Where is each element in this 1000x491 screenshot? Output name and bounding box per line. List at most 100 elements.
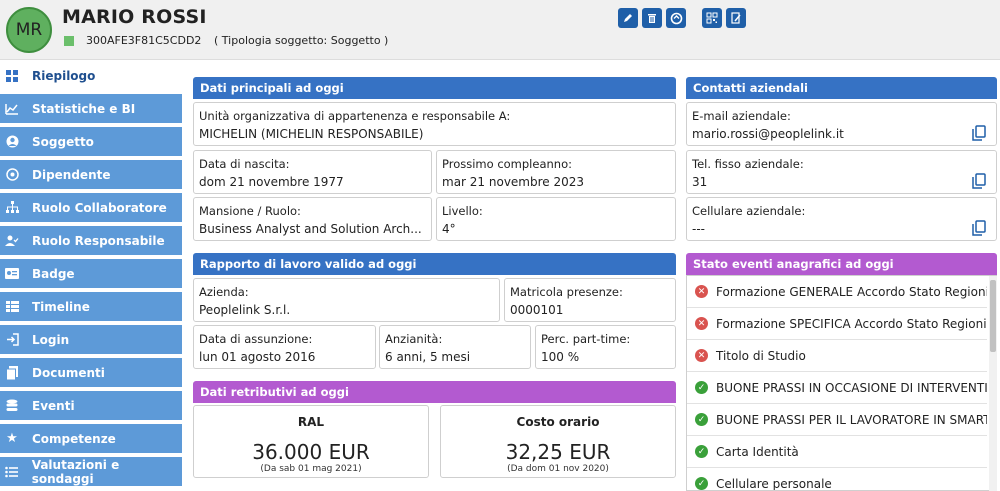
sidebar-item-dipendente[interactable]: Dipendente	[0, 160, 182, 191]
field-value: mar 21 novembre 2023	[442, 175, 585, 189]
sidebar-item-timeline[interactable]: Timeline	[0, 292, 182, 323]
sidebar-item-label: Login	[32, 332, 70, 347]
mansione-field: Mansione / Ruolo: Business Analyst and S…	[193, 197, 432, 241]
event-label: Titolo di Studio	[716, 348, 806, 363]
delete-button[interactable]	[642, 8, 662, 28]
status-indicator	[64, 36, 74, 46]
list-item[interactable]: ✓ Cellulare personale	[687, 468, 987, 491]
sidebar-item-competenze[interactable]: ★ Competenze	[0, 424, 182, 455]
livello-field: Livello: 4°	[436, 197, 676, 241]
field-value: lun 01 agosto 2016	[199, 350, 316, 364]
sidebar-item-label: Valutazioni e sondaggi	[31, 457, 120, 486]
copy-icon[interactable]	[972, 173, 986, 190]
sidebar-item-badge[interactable]: Badge	[0, 259, 182, 290]
sidebar-item-valutazioni[interactable]: Valutazioni e sondaggi	[0, 457, 182, 488]
event-label: Carta Identità	[716, 444, 799, 459]
list-item[interactable]: ✓ Carta Identità	[687, 436, 987, 468]
copy-icon[interactable]	[972, 125, 986, 142]
field-value: 31	[692, 175, 708, 189]
event-label: BUONE PRASSI PER IL LAVORATORE IN SMART	[716, 412, 987, 427]
field-label: Matricola presenze:	[510, 285, 623, 299]
user-check-icon	[5, 234, 19, 248]
sidebar-item-label: Timeline	[32, 299, 90, 314]
employee-icon	[5, 168, 19, 182]
login-icon	[5, 333, 19, 347]
ral-label: RAL	[297, 415, 325, 429]
list-item[interactable]: ✓ BUONE PRASSI IN OCCASIONE DI INTERVENT…	[687, 372, 987, 404]
field-value: dom 21 novembre 1977	[199, 175, 344, 189]
dashboard-icon	[5, 69, 19, 83]
edit-button[interactable]	[618, 8, 638, 28]
sidebar-item-label: Dipendente	[32, 167, 111, 182]
sidebar-item-soggetto[interactable]: Soggetto	[0, 127, 182, 158]
documents-icon	[5, 365, 19, 380]
costo-orario-since: (Da dom 01 nov 2020)	[507, 464, 609, 474]
field-value: 0000101	[510, 303, 564, 317]
cellulare-field: Cellulare aziendale: ---	[686, 197, 997, 241]
field-label: Cellulare aziendale:	[692, 204, 806, 218]
sidebar-item-label: Badge	[32, 266, 75, 281]
field-value: 100 %	[541, 350, 580, 364]
sidebar-item-ruolo-responsabile[interactable]: Ruolo Responsabile	[0, 226, 182, 257]
check-icon: ✓	[695, 381, 708, 394]
field-value: ---	[692, 222, 705, 236]
timeline-icon	[5, 300, 19, 314]
sidebar: Riepilogo Statistiche e BI Soggetto Dipe…	[0, 61, 182, 491]
list-item[interactable]: ✕ Formazione SPECIFICA Accordo Stato Reg…	[687, 308, 987, 340]
costo-orario-label: Costo orario	[516, 415, 600, 429]
sidebar-item-login[interactable]: Login	[0, 325, 182, 356]
error-icon: ✕	[695, 285, 708, 298]
data-nascita-field: Data di nascita: dom 21 novembre 1977	[193, 150, 432, 194]
document-edit-icon	[731, 12, 741, 24]
sidebar-item-ruolo-collaboratore[interactable]: Ruolo Collaboratore	[0, 193, 182, 224]
field-label: Unità organizzativa di appartenenza e re…	[199, 109, 511, 123]
scrollbar-thumb[interactable]	[990, 280, 996, 352]
copy-icon[interactable]	[972, 220, 986, 237]
sidebar-item-label: Statistiche e BI	[32, 101, 136, 116]
event-label: Formazione GENERALE Accordo Stato Region…	[716, 284, 987, 299]
profile-header: MR MARIO ROSSI 300AFE3F81C5CDD2 ( Tipolo…	[0, 0, 1000, 60]
field-label: Mansione / Ruolo:	[199, 204, 301, 218]
field-label: E-mail aziendale:	[692, 109, 791, 123]
matricola-field: Matricola presenze: 0000101	[504, 278, 676, 322]
sidebar-item-label: Soggetto	[32, 134, 94, 149]
field-label: Perc. part-time:	[541, 332, 631, 346]
list-item[interactable]: ✓ BUONE PRASSI PER IL LAVORATORE IN SMAR…	[687, 404, 987, 436]
sidebar-item-label: Competenze	[32, 431, 116, 446]
unita-organizzativa-field: Unità organizzativa di appartenenza e re…	[193, 102, 676, 146]
list-item[interactable]: ✕ Titolo di Studio	[687, 340, 987, 372]
check-icon: ✓	[695, 413, 708, 426]
sidebar-item-label: Documenti	[32, 365, 105, 380]
field-label: Data di nascita:	[199, 157, 290, 171]
list-item[interactable]: ✕ Formazione GENERALE Accordo Stato Regi…	[687, 276, 987, 308]
field-value: MICHELIN (MICHELIN RESPONSABILE)	[199, 127, 424, 141]
eventi-scrollbar[interactable]	[989, 276, 997, 491]
error-icon: ✕	[695, 349, 708, 362]
sidebar-item-riepilogo[interactable]: Riepilogo	[0, 61, 182, 92]
event-label: Cellulare personale	[716, 476, 832, 491]
azienda-field: Azienda: Peoplelink S.r.l.	[193, 278, 500, 322]
ral-value: 36.000 EUR	[252, 440, 370, 464]
retributivi-header: Dati retributivi ad oggi	[193, 381, 676, 403]
sidebar-item-eventi[interactable]: Eventi	[0, 391, 182, 422]
sidebar-item-label: Eventi	[32, 398, 75, 413]
email-aziendale-field: E-mail aziendale: mario.rossi@peoplelink…	[686, 102, 997, 146]
qr-button[interactable]	[702, 8, 722, 28]
sidebar-item-statistiche[interactable]: Statistiche e BI	[0, 94, 182, 125]
sidebar-item-documenti[interactable]: Documenti	[0, 358, 182, 389]
dati-principali-header: Dati principali ad oggi	[193, 77, 676, 99]
field-label: Anzianità:	[385, 332, 443, 346]
field-value: 6 anni, 5 mesi	[385, 350, 471, 364]
field-label: Data di assunzione:	[199, 332, 313, 346]
refresh-button[interactable]	[666, 8, 686, 28]
tel-fisso-field: Tel. fisso aziendale: 31	[686, 150, 997, 194]
subject-name: MARIO ROSSI	[62, 6, 207, 28]
trash-icon	[648, 14, 656, 23]
field-label: Tel. fisso aziendale:	[692, 157, 804, 171]
anzianita-field: Anzianità: 6 anni, 5 mesi	[379, 325, 531, 369]
field-label: Livello:	[442, 204, 483, 218]
document-edit-button[interactable]	[726, 8, 746, 28]
subject-code: 300AFE3F81C5CDD2	[86, 34, 202, 47]
events-icon	[5, 399, 19, 413]
chart-icon	[5, 102, 19, 116]
